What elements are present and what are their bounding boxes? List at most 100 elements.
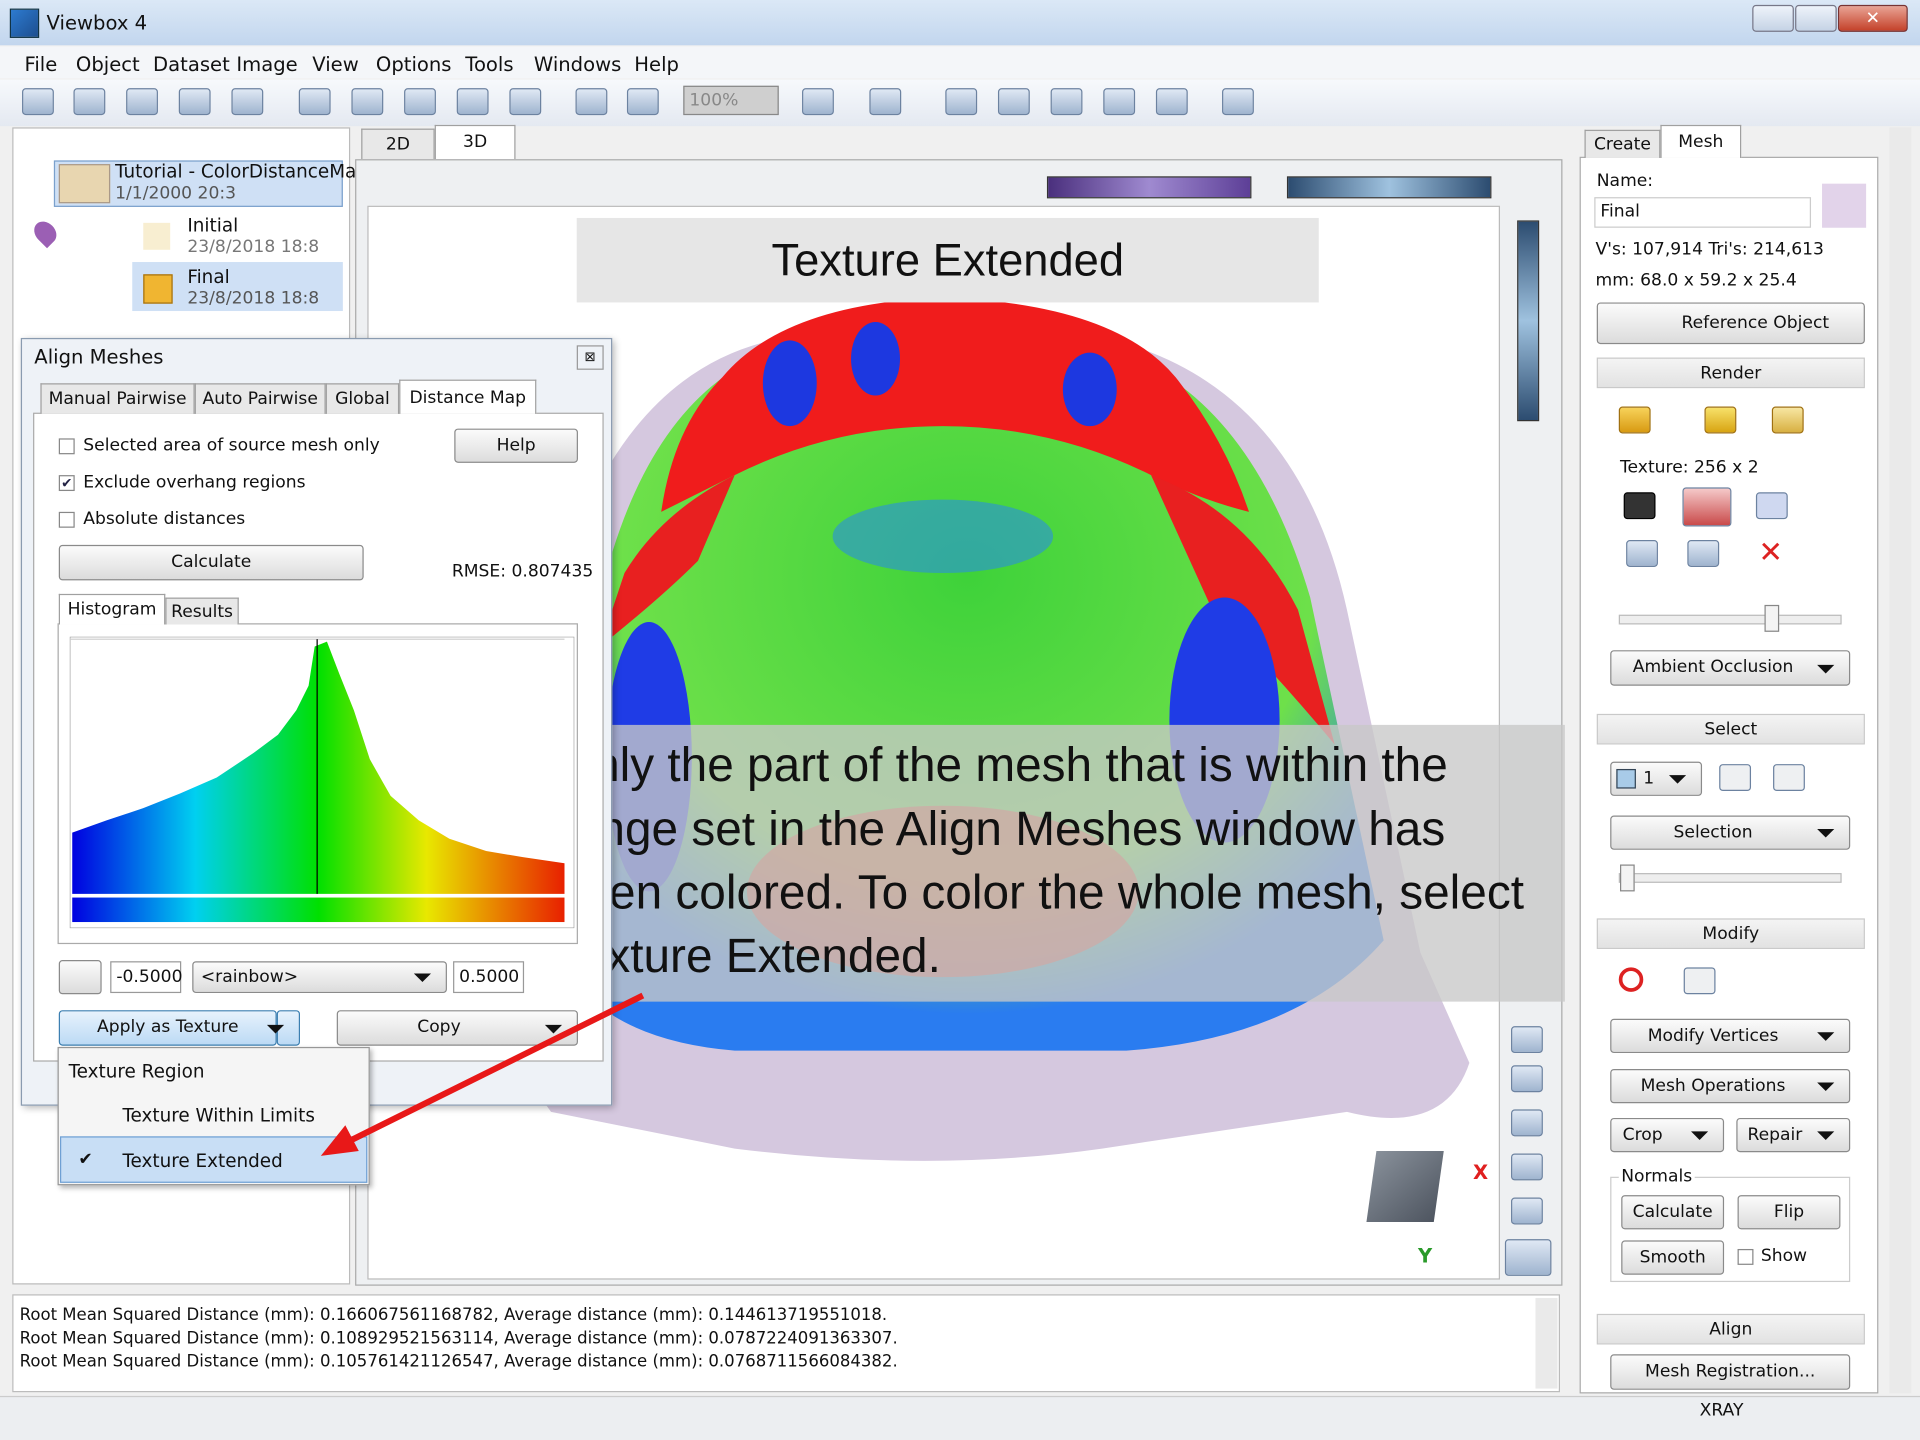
slider-thumb[interactable] xyxy=(1620,864,1635,892)
min-field[interactable]: -0.5000 xyxy=(110,961,183,994)
checkbox[interactable] xyxy=(1737,1248,1754,1265)
view-tab[interactable]: 3D xyxy=(434,124,516,160)
view-tool[interactable] xyxy=(1504,1239,1552,1276)
render-tool[interactable] xyxy=(1755,492,1788,520)
menu-item[interactable]: Windows xyxy=(533,52,622,76)
color-swatch[interactable] xyxy=(1822,183,1867,228)
minimize-button[interactable] xyxy=(1752,4,1794,32)
smooth-button[interactable]: Smooth xyxy=(1621,1240,1725,1275)
copy-button[interactable]: Copy xyxy=(336,1010,578,1046)
selection-select[interactable]: Selection xyxy=(1610,815,1851,850)
tree-label[interactable]: Final xyxy=(187,265,230,288)
dialog-title: Align Meshes xyxy=(34,345,164,369)
slider[interactable] xyxy=(1618,873,1842,883)
crop-button[interactable]: Crop xyxy=(1610,1117,1725,1153)
modify-tool[interactable] xyxy=(1683,967,1716,995)
colormap-select[interactable]: <rainbow> xyxy=(192,961,447,994)
toolbar-button[interactable] xyxy=(456,88,489,116)
tree-label[interactable]: Tutorial - ColorDistanceMa xyxy=(115,160,357,183)
subtab[interactable]: Results xyxy=(165,597,239,625)
toolbar-button[interactable] xyxy=(73,88,106,116)
toolbar-button[interactable] xyxy=(231,88,264,116)
checkbox[interactable]: ✔ xyxy=(58,475,75,492)
toolbar-button[interactable] xyxy=(945,88,978,116)
apply-button[interactable]: Apply as Texture xyxy=(58,1010,277,1046)
render-tool[interactable] xyxy=(1771,406,1804,434)
dialog-close[interactable]: ⊠ xyxy=(576,345,604,370)
ambient-select[interactable]: Ambient Occlusion xyxy=(1610,650,1851,686)
slider[interactable] xyxy=(1618,614,1842,625)
normals-calculate[interactable]: Calculate xyxy=(1621,1195,1725,1230)
view-tool[interactable] xyxy=(1511,1065,1543,1093)
selection-mode[interactable]: 1 xyxy=(1610,761,1703,796)
slider-thumb[interactable] xyxy=(1764,604,1780,632)
select-tool[interactable] xyxy=(1719,764,1752,792)
menu-item[interactable]: Dataset xyxy=(153,52,230,76)
toolbar-button[interactable] xyxy=(869,88,902,116)
menu-item[interactable]: Object xyxy=(75,52,140,76)
render-tool[interactable]: ✕ xyxy=(1758,535,1783,570)
toolbar-button[interactable] xyxy=(126,88,158,116)
menu-item[interactable]: Options xyxy=(375,52,452,76)
apply-dropdown[interactable] xyxy=(266,1010,300,1046)
toolbar-button[interactable] xyxy=(802,88,834,116)
zoom-combo[interactable]: 100% xyxy=(683,85,779,116)
toolbar-button[interactable] xyxy=(404,88,436,116)
view-tool[interactable] xyxy=(1511,1109,1543,1137)
mesh-operations[interactable]: Mesh Operations xyxy=(1610,1068,1851,1104)
name-field[interactable]: Final xyxy=(1594,197,1812,228)
checkbox[interactable] xyxy=(58,511,75,528)
view-tab[interactable]: 2D xyxy=(361,128,435,160)
checkbox[interactable] xyxy=(58,438,75,455)
toolbar-button[interactable] xyxy=(1103,88,1136,116)
menu-option[interactable]: Texture Extended xyxy=(122,1149,283,1172)
toolbar-button[interactable] xyxy=(1222,88,1254,116)
render-tool[interactable] xyxy=(1682,487,1732,527)
view-tool[interactable] xyxy=(1511,1026,1543,1054)
render-tool[interactable] xyxy=(1626,540,1658,567)
flip-button[interactable]: Flip xyxy=(1737,1195,1841,1230)
toolbar-button[interactable] xyxy=(22,88,54,116)
toolbar-button[interactable] xyxy=(626,88,659,116)
range-button[interactable] xyxy=(58,960,102,995)
modify-vertices[interactable]: Modify Vertices xyxy=(1610,1018,1851,1054)
toolbar-button[interactable] xyxy=(1050,88,1083,116)
panel-tab[interactable]: Create xyxy=(1584,129,1661,158)
registration-button[interactable]: Mesh Registration... xyxy=(1610,1354,1851,1390)
dialog-tab[interactable]: Global xyxy=(325,383,400,414)
calculate-button[interactable]: Calculate xyxy=(58,544,364,581)
dialog-tab[interactable]: Distance Map xyxy=(399,379,537,414)
menu-item[interactable]: File xyxy=(24,52,58,76)
toolbar-button[interactable] xyxy=(997,88,1030,116)
toolbar-button[interactable] xyxy=(351,88,384,116)
max-field[interactable]: 0.5000 xyxy=(453,961,525,994)
view-tool[interactable] xyxy=(1511,1197,1543,1225)
panel-tab[interactable]: Mesh xyxy=(1660,124,1742,158)
toolbar-button[interactable] xyxy=(178,88,211,116)
menu-option[interactable]: Texture Within Limits xyxy=(122,1104,315,1127)
menu-item[interactable]: Help xyxy=(634,52,679,76)
menu-item[interactable]: Image xyxy=(236,52,298,76)
repair-button[interactable]: Repair xyxy=(1736,1117,1851,1153)
reference-button[interactable]: Reference Object xyxy=(1596,302,1865,345)
close-button[interactable]: ✕ xyxy=(1837,4,1908,32)
view-tool[interactable] xyxy=(1511,1153,1543,1181)
menu-item[interactable]: View xyxy=(312,52,359,76)
help-button[interactable]: Help xyxy=(454,428,578,463)
render-tool[interactable] xyxy=(1704,406,1737,434)
toolbar-button[interactable] xyxy=(509,88,542,116)
toolbar-button[interactable] xyxy=(1155,88,1188,116)
render-tool[interactable] xyxy=(1623,492,1656,520)
dialog-tab[interactable]: Manual Pairwise xyxy=(40,383,195,414)
menu-item[interactable]: Tools xyxy=(465,52,514,76)
tree-label[interactable]: Initial xyxy=(187,214,239,237)
dialog-tab[interactable]: Auto Pairwise xyxy=(194,383,326,414)
subtab[interactable]: Histogram xyxy=(58,593,166,625)
render-tool[interactable] xyxy=(1687,540,1720,567)
select-tool[interactable] xyxy=(1773,764,1805,792)
render-tool[interactable] xyxy=(1618,406,1651,434)
toolbar-button[interactable] xyxy=(575,88,608,116)
toolbar-button[interactable] xyxy=(298,88,331,116)
maximize-button[interactable] xyxy=(1795,4,1837,32)
modify-tool[interactable] xyxy=(1618,967,1644,992)
